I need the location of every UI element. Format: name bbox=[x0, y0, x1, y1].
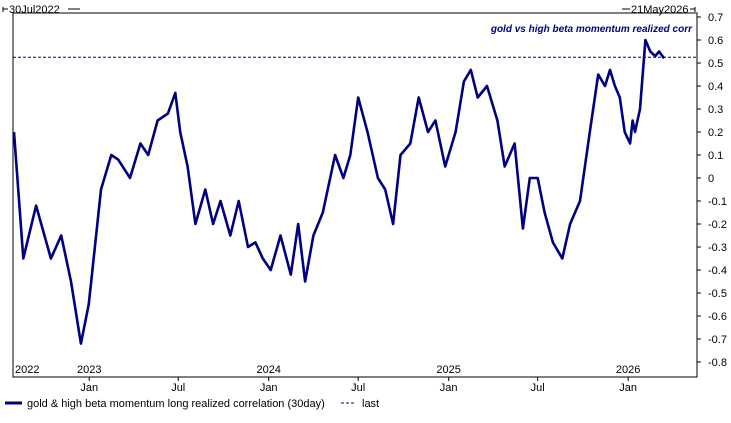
x-month-label: Jul bbox=[531, 382, 545, 394]
y-tick-label: -0.1 bbox=[708, 196, 727, 208]
y-tick-label: -0.4 bbox=[708, 265, 727, 277]
plot-frame bbox=[12, 12, 698, 378]
series-layer bbox=[12, 38, 697, 345]
legend-label-last: last bbox=[362, 398, 379, 410]
legend-label-correlation: gold & high beta momentum long realized … bbox=[27, 398, 325, 410]
x-month-label: Jul bbox=[171, 382, 185, 394]
range-end-label: 21May2026 bbox=[631, 4, 689, 16]
top-right-range-marker: 21May2026 bbox=[622, 4, 696, 16]
y-tick-label: -0.3 bbox=[708, 242, 727, 254]
y-tick-label: 0.1 bbox=[708, 150, 723, 162]
x-year-label: 2025 bbox=[436, 364, 460, 376]
x-year-label: 2022 bbox=[15, 364, 39, 376]
x-month-label: Jan bbox=[80, 382, 98, 394]
y-tick-label: 0.2 bbox=[708, 127, 723, 139]
x-month-label: Jul bbox=[351, 382, 365, 394]
series-line-correlation bbox=[12, 38, 666, 345]
top-left-range-marker: 30Jul2022 bbox=[2, 4, 80, 16]
x-year-label: 2026 bbox=[616, 364, 640, 376]
y-tick-label: -0.5 bbox=[708, 288, 727, 300]
y-axis: 0.7 0.6 0.5 0.4 0.3 0.2 0.1 0 -0.1 -0.2 -0.3 -0.4 -0… bbox=[697, 12, 727, 369]
y-tick-label: -0.8 bbox=[708, 357, 727, 369]
x-year-label: 2024 bbox=[256, 364, 280, 376]
x-axis: 2022 2023 2024 2025 2026 Jan Jul Jan Jul Jan Jul Ja… bbox=[15, 364, 640, 394]
legend: gold & high beta momentum long realized … bbox=[5, 398, 379, 410]
x-month-label: Jan bbox=[619, 382, 637, 394]
x-month-label: Jan bbox=[440, 382, 458, 394]
x-year-label: 2023 bbox=[77, 364, 101, 376]
y-tick-label: -0.7 bbox=[708, 334, 727, 346]
y-tick-label: -0.2 bbox=[708, 219, 727, 231]
chart-annotation: gold vs high beta momentum realized corr bbox=[490, 24, 693, 35]
y-tick-label: 0.3 bbox=[708, 104, 723, 116]
y-tick-label: 0.4 bbox=[708, 81, 723, 93]
y-tick-label: -0.6 bbox=[708, 311, 727, 323]
y-tick-label: 0.5 bbox=[708, 58, 723, 70]
x-month-label: Jan bbox=[260, 382, 278, 394]
y-tick-label: 0.7 bbox=[708, 12, 723, 24]
y-tick-label: 0 bbox=[708, 173, 714, 185]
y-tick-label: 0.6 bbox=[708, 35, 723, 47]
range-start-label: 30Jul2022 bbox=[9, 4, 60, 16]
